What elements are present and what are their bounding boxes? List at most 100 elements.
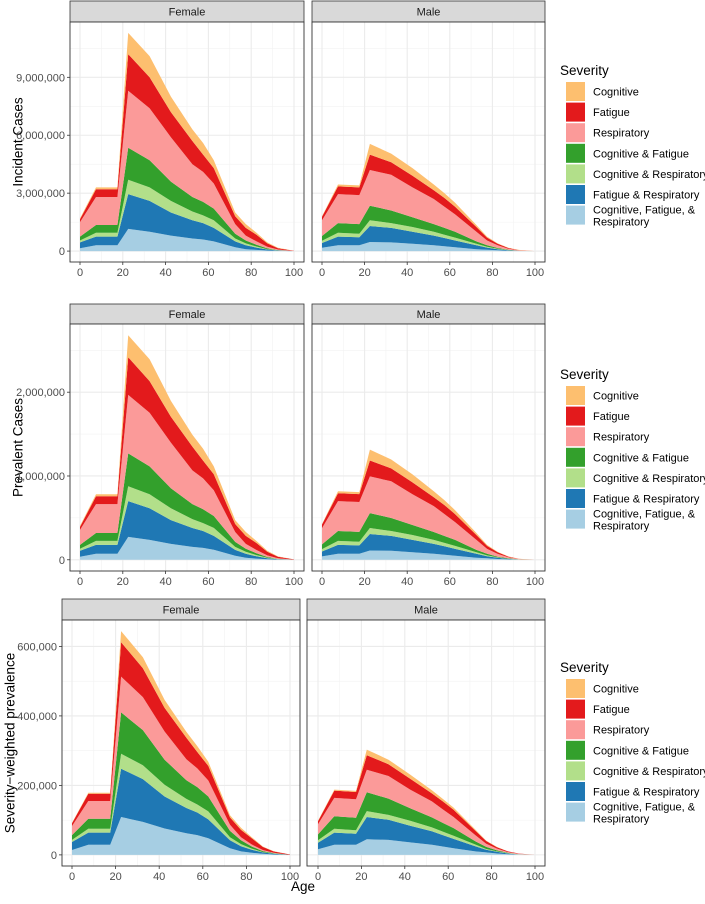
x-tick-label: 80 [486,267,498,279]
legend-label: Fatigue & Respiratory [593,494,700,506]
legend-key [566,123,585,143]
legend-key [566,386,585,405]
legend-key [566,509,585,529]
legend-key [566,761,585,781]
x-tick-label: 0 [315,871,321,883]
area-fr-female [80,194,294,252]
area-r-male [318,769,535,855]
legend-item-fr: Fatigue & Respiratory [566,489,700,508]
legend-item-cf: Cognitive & Fatigue [566,740,689,760]
legend-item-fr: Fatigue & Respiratory [566,185,700,204]
legend-item-cr: Cognitive & Respiratory [566,761,705,781]
y-axis-title: Severity−weighted prevalence [3,653,18,833]
legend: SeverityCognitiveFatigueRespiratoryCogni… [560,367,705,533]
area-r-female [72,676,290,855]
y-axis-title: Prevalent Cases [11,398,26,497]
legend-label: Fatigue [593,704,630,716]
x-tick-label: 20 [117,267,129,279]
legend: Severity Cognitive Fatigue Respiratory Cogni… [560,660,705,826]
x-tick-label: 100 [281,871,299,883]
panel-female: Female 0 20 40 60 80 100 0 1,000,000 2,000,000 [16,303,305,588]
legend-item-f: Fatigue [566,699,630,719]
facet-row-0: Incident Cases Female 0 20 40 60 80 100 0 3,000,0… [11,0,705,279]
x-tick-label: 40 [399,871,411,883]
area-fr-female [80,501,294,560]
legend-item-cr: Cognitive & Respiratory [566,164,705,184]
y-axis-title: Incident Cases [11,97,26,187]
x-tick-label: 60 [202,576,214,588]
panel-border [69,323,305,572]
x-tick-label: 100 [285,267,303,279]
panel-female: Female 0 20 40 60 80 100 0 3,000,000 6,000,000 9,0… [16,0,305,279]
x-tick-label: 60 [444,267,456,279]
legend-key [566,205,585,225]
panel-border [311,323,546,572]
area-r-male [322,170,535,252]
x-tick-label: 80 [486,576,498,588]
legend-title: Severity [560,660,609,675]
x-tick-label: 0 [77,576,83,588]
x-tick-label: 60 [202,267,214,279]
y-tick-label: 9,000,000 [16,72,65,84]
legend: SeverityCognitiveFatigueRespiratoryCogni… [560,63,705,229]
panel-female: Female 0 20 40 60 80 100 0 200,000 400,000 600,000 [17,598,301,883]
legend-item-c: Cognitive [566,82,639,101]
x-tick-label: 20 [355,871,367,883]
legend-label: Cognitive & Respiratory [593,766,705,778]
area-f-female [72,642,290,855]
x-tick-label: 100 [526,267,544,279]
y-tick-label: 0 [59,246,65,258]
x-tick-label: 0 [69,871,75,883]
x-tick-label: 40 [153,871,165,883]
panel-border [69,21,305,263]
y-tick-label: 600,000 [17,641,57,653]
legend-label: Cognitive [593,684,639,696]
area-r-female [80,90,294,252]
legend-label: Cognitive [593,391,639,403]
strip-label: Female [169,7,206,19]
y-tick-label: 1,000,000 [16,471,65,483]
legend-key [566,102,585,122]
area-cf-female [80,147,294,252]
legend-label-line2: Respiratory [593,814,650,826]
x-tick-label: 40 [159,576,171,588]
legend-label: Fatigue & Respiratory [593,190,700,202]
x-tick-label: 40 [159,267,171,279]
facet-row-1: Prevalent Cases Female 0 20 40 60 80 100 0 1,000,… [11,303,705,588]
area-cf-female [80,453,294,560]
legend-key [566,699,585,719]
legend-item-cr: Cognitive & Respiratory [566,468,705,488]
x-tick-label: 60 [442,871,454,883]
legend-label: Respiratory [593,432,650,444]
strip-label: Female [169,309,206,321]
y-tick-label: 3,000,000 [16,188,65,200]
x-tick-label: 40 [401,576,413,588]
area-cr-female [72,753,290,855]
legend-item-fr: Fatigue & Respiratory [566,782,700,801]
area-cf-male [322,513,535,560]
area-fr-male [318,817,535,855]
x-tick-label: 60 [444,576,456,588]
panel-male: Male 0 20 40 60 80 100 [306,598,546,883]
area-cfr-male [318,839,535,855]
x-tick-label: 100 [526,871,544,883]
legend-key [566,185,585,204]
legend-item-cfr: Cognitive, Fatigue, & Respiratory [566,509,696,533]
x-tick-label: 80 [245,267,257,279]
legend-label: Cognitive & Respiratory [593,473,705,485]
area-cr-female [80,179,294,252]
panel-male: Male 0 20 40 60 80 100 [311,303,546,588]
area-cf-female [72,712,290,855]
area-fr-female [72,768,290,855]
legend-key [566,447,585,467]
legend-item-r: Respiratory [566,427,650,447]
legend-label: Cognitive & Respiratory [593,169,705,181]
legend-label: Cognitive & Fatigue [593,745,689,757]
area-cfr-female [80,536,294,560]
panel-border [306,619,546,867]
panel-border [311,21,546,263]
strip-label: Male [417,309,441,321]
area-f-female [80,54,294,251]
legend-key [566,82,585,101]
